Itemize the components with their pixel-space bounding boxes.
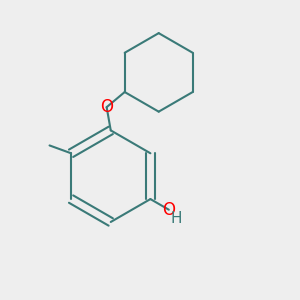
Text: O: O	[162, 201, 175, 219]
Text: O: O	[100, 98, 113, 116]
Text: H: H	[170, 212, 182, 226]
